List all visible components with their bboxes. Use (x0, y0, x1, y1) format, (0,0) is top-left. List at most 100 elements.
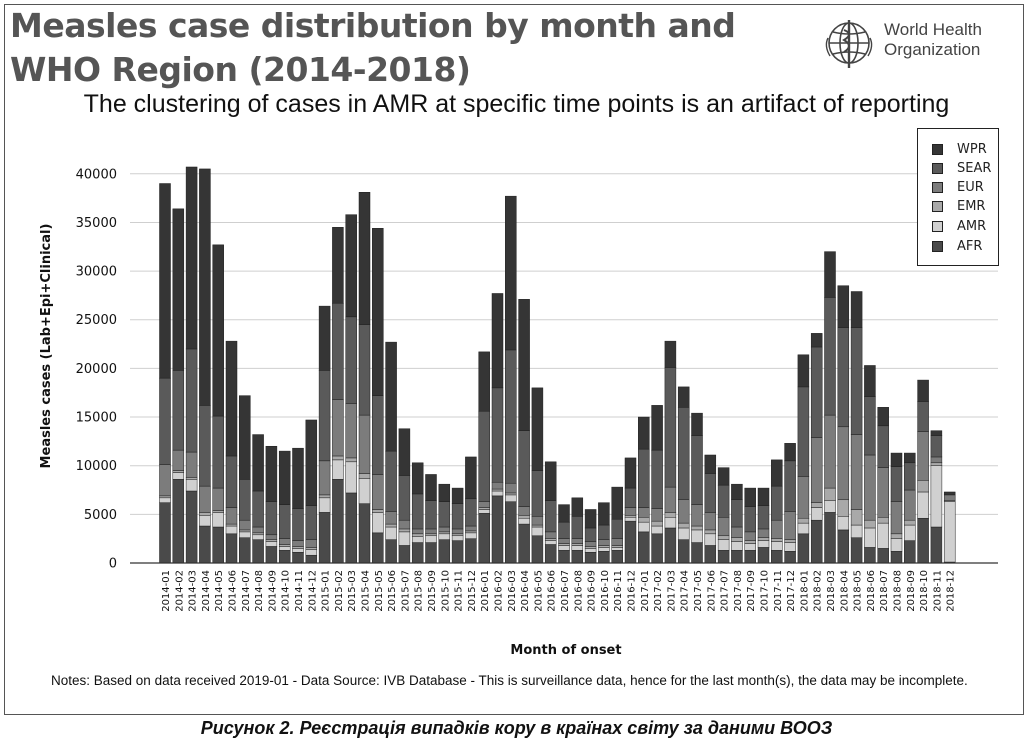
x-tick-label: 2018-06 (866, 570, 877, 612)
x-tick-label: 2017-03 (666, 570, 677, 612)
bar-segment-afr (704, 545, 717, 564)
bar-segment-wpr (598, 502, 610, 526)
bar-segment-amr (943, 501, 956, 563)
bar-segment-amr (212, 512, 224, 528)
bar-segment-sear (265, 501, 278, 536)
bar-segment-amr (664, 517, 677, 529)
bar-segment-eur (305, 539, 318, 548)
bar-segment-afr (372, 532, 384, 564)
bar-segment-eur (252, 526, 264, 534)
bar-segment-amr (558, 545, 570, 551)
bar-segment-eur (691, 504, 703, 527)
bar-segment-sear (837, 327, 850, 428)
bar-segment-afr (318, 512, 331, 564)
bar-segment-emr (837, 499, 850, 517)
bar-segment-emr (411, 533, 424, 537)
bar-segment-amr (465, 532, 477, 539)
bar-segment-amr (345, 461, 357, 494)
x-tick-label: 2017-12 (786, 570, 797, 612)
bar-segment-eur (611, 538, 623, 546)
title-line-2: WHO Region (2014-2018) (10, 50, 471, 89)
bar-segment-wpr (691, 412, 703, 436)
bar-segment-sear (558, 521, 570, 539)
x-tick-label: 2018-11 (932, 570, 943, 612)
bar-segment-amr (425, 535, 437, 543)
bar-segment-amr (677, 527, 690, 540)
bar-segment-afr (877, 548, 889, 564)
bar-segment-wpr (930, 430, 943, 436)
bar-segment-sear (438, 501, 451, 528)
bar-segment-emr (332, 455, 344, 461)
y-tick-label: 30000 (76, 265, 117, 280)
bar-segment-sear (904, 462, 916, 491)
bar-segment-sear (491, 387, 504, 483)
bar-segment-sear (651, 449, 663, 509)
x-tick-label: 2014-01 (161, 570, 172, 612)
bar-segment-afr (598, 551, 610, 564)
y-tick-label: 25000 (76, 313, 117, 328)
bar-segment-eur (292, 540, 304, 547)
bar-segment-afr (691, 542, 703, 564)
bar-segment-amr (571, 545, 584, 551)
x-tick-label: 2016-10 (600, 570, 611, 612)
bar-segment-emr (544, 538, 557, 541)
x-tick-label: 2018-08 (893, 570, 904, 612)
bar-segment-afr (292, 552, 304, 564)
bar-segment-sear (598, 524, 610, 540)
bar-segment-amr (624, 517, 637, 522)
bar-segment-eur (225, 507, 238, 525)
bar-segment-afr (651, 533, 663, 564)
bar-segment-emr (252, 532, 264, 536)
x-tick-label: 2015-03 (347, 570, 358, 612)
bar-segment-amr (757, 540, 770, 548)
y-tick-label: 20000 (76, 362, 117, 377)
bar-segment-eur (318, 460, 331, 496)
bar-segment-emr (904, 519, 916, 526)
bar-segment-amr (731, 541, 743, 551)
bar-segment-emr (398, 528, 411, 533)
bar-segment-afr (425, 542, 437, 564)
x-tick-label: 2015-01 (321, 570, 332, 612)
bar-segment-sear (544, 500, 557, 533)
bar-segment-wpr (904, 452, 916, 464)
y-tick-label: 15000 (76, 411, 117, 426)
bar-segment-wpr (677, 386, 690, 408)
bar-segment-sear (411, 493, 424, 530)
bar-segment-afr (185, 490, 198, 564)
bar-segment-wpr (292, 447, 304, 509)
bar-segment-wpr (890, 452, 903, 467)
bar-segment-eur (411, 528, 424, 535)
bar-segment-eur (505, 482, 517, 494)
bar-segment-sear (797, 386, 810, 477)
bar-segment-amr (518, 517, 530, 525)
x-tick-label: 2017-01 (640, 570, 651, 612)
bar-segment-amr (478, 509, 490, 514)
bar-segment-sear (677, 407, 690, 500)
bar-segment-emr (372, 509, 384, 513)
bar-segment-eur (717, 517, 730, 537)
bar-segment-wpr (305, 419, 318, 506)
y-tick-label: 40000 (76, 167, 117, 182)
bar-segment-wpr (611, 486, 623, 520)
bar-segment-amr (824, 500, 836, 513)
bar-segment-eur (930, 456, 943, 464)
bar-segment-eur (584, 541, 597, 547)
x-tick-label: 2016-04 (520, 570, 531, 612)
bar-segment-sear (278, 504, 291, 539)
bar-segment-afr (664, 527, 677, 564)
bar-segment-amr (225, 525, 238, 535)
bar-segment-wpr (731, 483, 743, 500)
bar-segment-eur (478, 501, 490, 508)
bar-segment-wpr (425, 474, 437, 501)
bar-segment-wpr (571, 497, 584, 517)
x-tick-label: 2018-02 (813, 570, 824, 612)
x-tick-label: 2014-11 (294, 570, 305, 612)
x-tick-label: 2015-07 (400, 570, 411, 612)
bar-segment-emr (159, 495, 171, 499)
legend-label-emr: EMR (957, 198, 986, 214)
bar-segment-wpr (478, 351, 490, 412)
x-tick-label: 2014-12 (307, 570, 318, 612)
bar-segment-amr (265, 541, 278, 547)
bar-segment-afr (491, 495, 504, 564)
bar-segment-emr (305, 547, 318, 550)
